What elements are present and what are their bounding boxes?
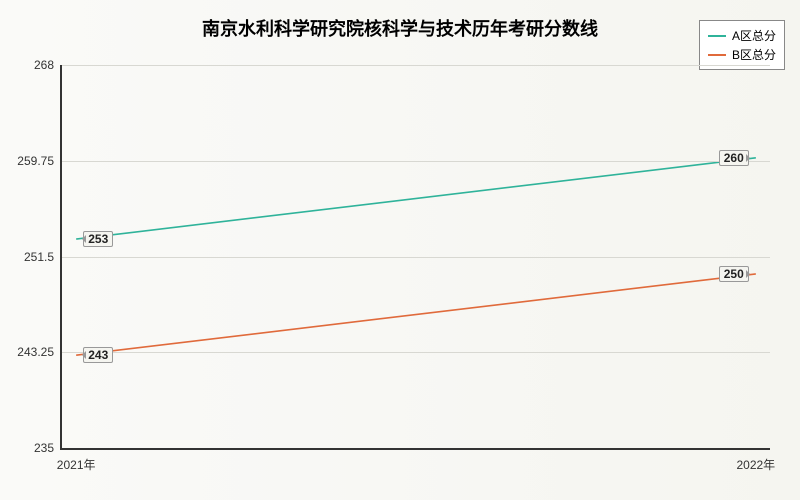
point-label: 243 [83, 347, 113, 363]
legend: A区总分 B区总分 [699, 20, 785, 70]
plot-area: 235243.25251.5259.752682021年2022年2532602… [60, 65, 770, 450]
x-tick-label: 2021年 [57, 456, 96, 473]
gridline [62, 65, 770, 66]
point-label: 260 [719, 150, 749, 166]
series-line [76, 274, 756, 355]
gridline [62, 352, 770, 353]
y-tick-label: 235 [34, 441, 54, 455]
x-tick-label: 2022年 [736, 456, 775, 473]
gridline [62, 161, 770, 162]
y-tick-label: 251.5 [24, 250, 54, 264]
legend-item: B区总分 [708, 46, 776, 63]
point-label: 253 [83, 231, 113, 247]
legend-label: A区总分 [732, 27, 776, 44]
chart-title: 南京水利科学研究院核科学与技术历年考研分数线 [0, 15, 800, 41]
point-label: 250 [719, 266, 749, 282]
legend-swatch-a [708, 35, 726, 37]
y-tick-label: 259.75 [17, 154, 54, 168]
chart-container: 南京水利科学研究院核科学与技术历年考研分数线 A区总分 B区总分 235 243.… [0, 0, 800, 500]
y-tick-label: 268 [34, 58, 54, 72]
series-line [76, 158, 756, 239]
y-tick-label: 243.25 [17, 345, 54, 359]
legend-label: B区总分 [732, 46, 776, 63]
legend-swatch-b [708, 54, 726, 56]
gridline [62, 257, 770, 258]
legend-item: A区总分 [708, 27, 776, 44]
